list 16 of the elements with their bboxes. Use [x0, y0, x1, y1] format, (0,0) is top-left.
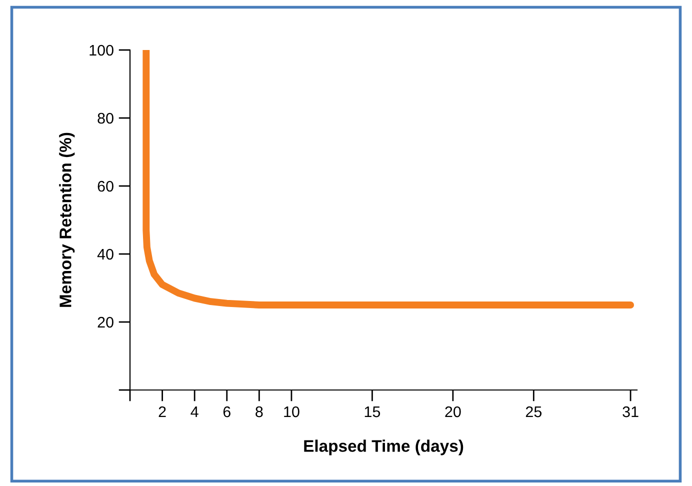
y-tick-label: 40	[97, 248, 114, 260]
x-tick-label: 20	[445, 406, 461, 418]
x-tick-label: 10	[284, 406, 300, 418]
x-axis-title: Elapsed Time (days)	[304, 440, 464, 456]
x-tick-label: 15	[364, 406, 380, 418]
x-tick-label: 8	[256, 406, 263, 418]
x-tick-label: 4	[190, 406, 198, 418]
y-tick-label: 100	[90, 44, 114, 56]
x-tick-label: 31	[622, 406, 638, 418]
x-tick-label: 25	[526, 406, 542, 418]
x-tick-label: 2	[158, 406, 166, 418]
y-tick-label: 80	[98, 112, 114, 124]
y-tick-label: 20	[98, 316, 114, 328]
x-tick-label: 6	[223, 406, 230, 418]
y-tick-label: 60	[98, 180, 114, 192]
y-axis-title: Memory Retention (%)	[59, 132, 75, 307]
